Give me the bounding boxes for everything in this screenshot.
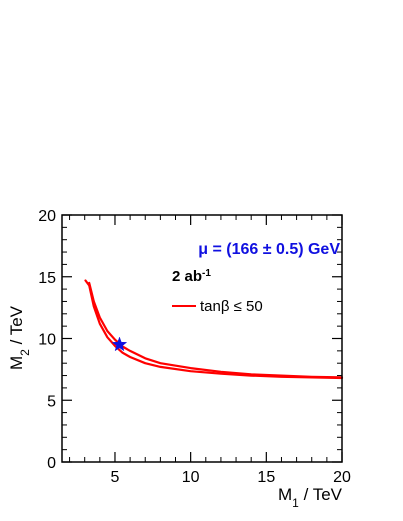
x-tick-label: 15: [257, 469, 275, 486]
y-axis-title: M2 / TeV: [7, 305, 32, 370]
plot-lines: [84, 279, 344, 380]
y-tick-label: 0: [47, 455, 56, 472]
luminosity-annotation: 2 ab-1: [172, 268, 211, 286]
x-tick-label: 10: [182, 469, 200, 486]
axis-tick-labels: 5 10 15 20 0 5 10 15 20: [38, 208, 351, 486]
x-axis-title: M1 / TeV: [278, 485, 343, 510]
marker-layer: [111, 336, 128, 352]
legend-label: tanβ ≤ 50: [200, 298, 263, 315]
axis-ticks: [62, 214, 343, 463]
mu-annotation: μ = (166 ± 0.5) GeV: [198, 241, 340, 258]
x-tick-label: 20: [333, 469, 351, 486]
star-marker: [111, 336, 128, 352]
series-line-1: [84, 279, 344, 380]
y-tick-label: 15: [38, 270, 56, 287]
y-tick-label: 10: [38, 332, 56, 349]
y-tick-label: 20: [38, 208, 56, 225]
x-tick-label: 5: [111, 469, 120, 486]
series-line-2: [88, 281, 344, 379]
y-tick-label: 5: [47, 393, 56, 410]
